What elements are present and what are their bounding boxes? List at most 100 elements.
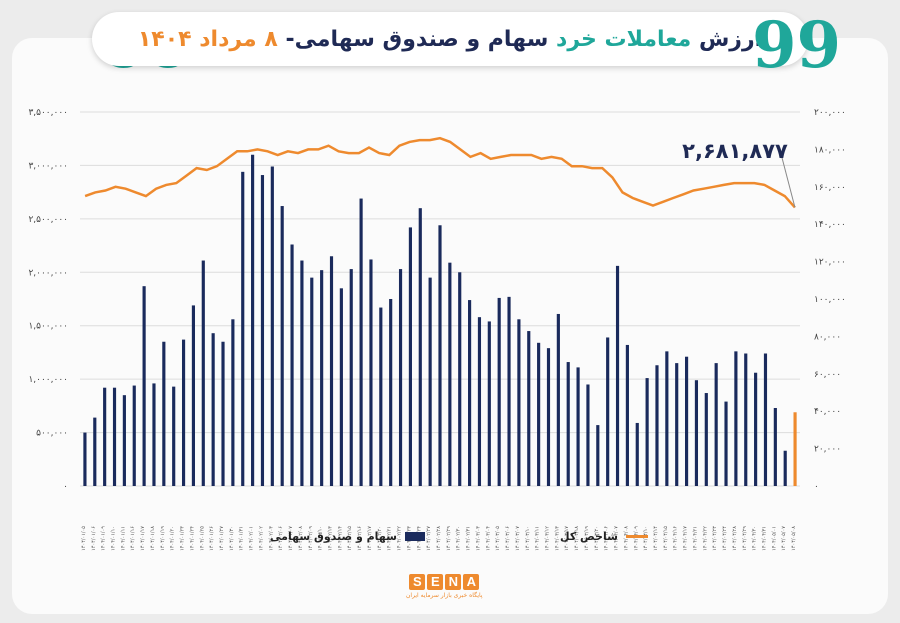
bar	[181, 339, 186, 486]
annotation-value: ۲,۶۸۱,۸۷۷	[682, 139, 788, 163]
bar	[152, 383, 156, 486]
legend-line: شاخص کل	[560, 530, 648, 543]
x-tick-label: ۱۴۰۴/۰۱/۲۷	[219, 526, 225, 551]
bar	[714, 363, 718, 486]
bar	[162, 341, 166, 486]
x-tick-label: ۱۴۰۴/۰۴/۰۹	[633, 526, 639, 551]
x-tick-label: ۱۴۰۴/۰۱/۲۴	[189, 526, 195, 551]
bar	[132, 385, 136, 486]
bar	[477, 317, 482, 486]
right-tick-label: ۱۰۰,۰۰۰	[814, 295, 846, 305]
bar	[211, 333, 215, 486]
index-line	[84, 136, 796, 209]
bar	[517, 319, 521, 486]
x-tick-label: ۱۴۰۴/۰۱/۳۰	[229, 526, 235, 551]
bar	[537, 342, 541, 486]
bar-series	[83, 154, 797, 487]
bar	[329, 256, 334, 486]
x-tick-label: ۱۴۰۴/۰۱/۱۷	[140, 526, 146, 551]
title-part2: معاملات خرد	[556, 26, 692, 52]
x-tick-label: ۱۴۰۴/۰۲/۰۹	[308, 526, 314, 551]
x-tick-label: ۱۴۰۴/۰۴/۳۰	[752, 526, 758, 551]
bar	[783, 450, 787, 486]
bar	[93, 417, 97, 486]
x-tick-label: ۱۴۰۴/۰۳/۰۳	[475, 526, 481, 551]
logo-letter: E	[427, 574, 444, 590]
bar	[191, 305, 196, 486]
right-tick-label: ۸۰,۰۰۰	[814, 332, 841, 342]
bar	[487, 321, 491, 486]
x-tick-label: ۱۴۰۴/۰۳/۰۶	[505, 526, 511, 551]
left-tick-label: ۲,۰۰۰,۰۰۰	[28, 268, 68, 278]
bar	[142, 286, 146, 486]
bar	[260, 175, 265, 486]
x-tick-label: ۱۴۰۴/۰۴/۲۹	[742, 526, 748, 551]
x-tick-label: ۱۴۰۴/۰۱/۳۱	[239, 526, 245, 551]
left-tick-label: ۱,۰۰۰,۰۰۰	[28, 375, 68, 385]
x-tick-label: ۱۴۰۴/۰۲/۲۲	[397, 526, 403, 551]
bar	[310, 277, 314, 486]
bar	[320, 270, 324, 486]
x-tick-label: ۱۴۰۴/۰۴/۰۶	[604, 526, 610, 551]
x-tick-label: ۱۴۰۴/۰۲/۰۱	[249, 526, 255, 551]
right-tick-label: ۱۶۰,۰۰۰	[814, 183, 846, 193]
bar	[349, 269, 353, 486]
x-tick-label: ۱۴۰۴/۰۲/۳۱	[466, 526, 472, 551]
right-tick-label: ۱۲۰,۰۰۰	[814, 258, 846, 268]
x-tick-label: ۱۴۰۴/۰۲/۱۵	[347, 526, 353, 551]
bar	[724, 401, 728, 486]
x-tick-label: ۱۴۰۴/۰۳/۰۷	[515, 526, 521, 551]
bar	[280, 206, 284, 486]
title-part5: ۱۴۰۴	[137, 26, 192, 52]
x-tick-label: ۱۴۰۴/۰۴/۲۱	[692, 526, 698, 551]
right-tick-label: ۲۰۰,۰۰۰	[814, 108, 846, 118]
bar	[369, 259, 373, 486]
x-tick-label: ۱۴۰۴/۰۳/۱۱	[535, 526, 541, 551]
x-tick-label: ۱۴۰۴/۰۲/۱۴	[337, 526, 343, 551]
bar	[379, 307, 383, 486]
x-tick-label: ۱۴۰۴/۰۴/۲۲	[702, 526, 708, 551]
x-tick-label: ۱۴۰۴/۰۲/۱۷	[367, 526, 373, 551]
x-tick-label: ۱۴۰۴/۰۴/۱۵	[663, 526, 669, 551]
bar	[734, 351, 738, 486]
title-part4: ۸ مرداد	[199, 26, 278, 52]
bar	[231, 319, 235, 486]
bar	[270, 166, 274, 487]
bar	[172, 386, 176, 486]
left-tick-label: ۲,۵۰۰,۰۰۰	[28, 215, 68, 225]
left-axis-ticks: ۰ ۵۰۰,۰۰۰ ۱,۰۰۰,۰۰۰ ۱,۵۰۰,۰۰۰ ۲,۰۰۰,۰۰۰ ۲,۵۰۰…	[28, 108, 68, 492]
x-tick-label: ۱۴۰۴/۰۳/۱۳	[554, 526, 560, 551]
x-tick-label: ۱۴۰۴/۰۱/۱۶	[130, 526, 136, 551]
legend-bar-swatch	[404, 532, 425, 541]
left-tick-label: ۱,۵۰۰,۰۰۰	[28, 322, 68, 332]
x-tick-label: ۱۴۰۴/۰۲/۲۰	[377, 526, 383, 551]
x-tick-label: ۱۴۰۴/۰۴/۲۴	[722, 526, 728, 551]
bar	[398, 269, 403, 486]
x-tick-label: ۱۴۰۴/۰۲/۱۳	[328, 526, 334, 551]
x-tick-label: ۱۴۰۴/۰۲/۳۰	[456, 526, 462, 551]
bar	[122, 395, 126, 486]
bar	[615, 265, 620, 486]
right-tick-label: ۱۴۰,۰۰۰	[814, 220, 846, 230]
x-tick-label: ۱۴۰۴/۰۱/۰۶	[91, 526, 97, 551]
logo-letter: S	[409, 574, 426, 590]
x-tick-label: ۱۴۰۴/۰۴/۱۴	[653, 526, 659, 551]
bar	[576, 367, 580, 486]
x-tick-label: ۱۴۰۴/۰۵/۰۱	[771, 526, 777, 551]
x-tick-label: ۱۴۰۴/۰۳/۰۵	[495, 526, 501, 551]
x-tick-label: ۱۴۰۴/۰۱/۲۳	[180, 526, 186, 551]
right-tick-label: ۰	[814, 482, 819, 492]
left-tick-label: ۳,۵۰۰,۰۰۰	[28, 108, 68, 118]
right-axis-ticks: ۰ ۲۰,۰۰۰ ۴۰,۰۰۰ ۶۰,۰۰۰ ۸۰,۰۰۰ ۱۰۰,۰۰۰ ۱۲۰,۰۰۰ ۱…	[814, 108, 846, 492]
title-part3: سهام و صندوق سهامی-	[285, 26, 549, 52]
logo-letter: N	[445, 574, 462, 590]
left-tick-label: ۰	[63, 482, 68, 492]
bar	[241, 171, 245, 486]
x-tick-label: ۱۴۰۴/۰۲/۰۶	[278, 526, 284, 551]
legend-line-swatch	[625, 535, 648, 538]
x-tick-label: ۱۴۰۴/۰۳/۰۴	[485, 526, 491, 551]
x-tick-label: ۱۴۰۴/۰۲/۱۶	[357, 526, 363, 551]
bar	[428, 277, 432, 486]
x-tick-label: ۱۴۰۴/۰۱/۲۶	[209, 526, 215, 551]
